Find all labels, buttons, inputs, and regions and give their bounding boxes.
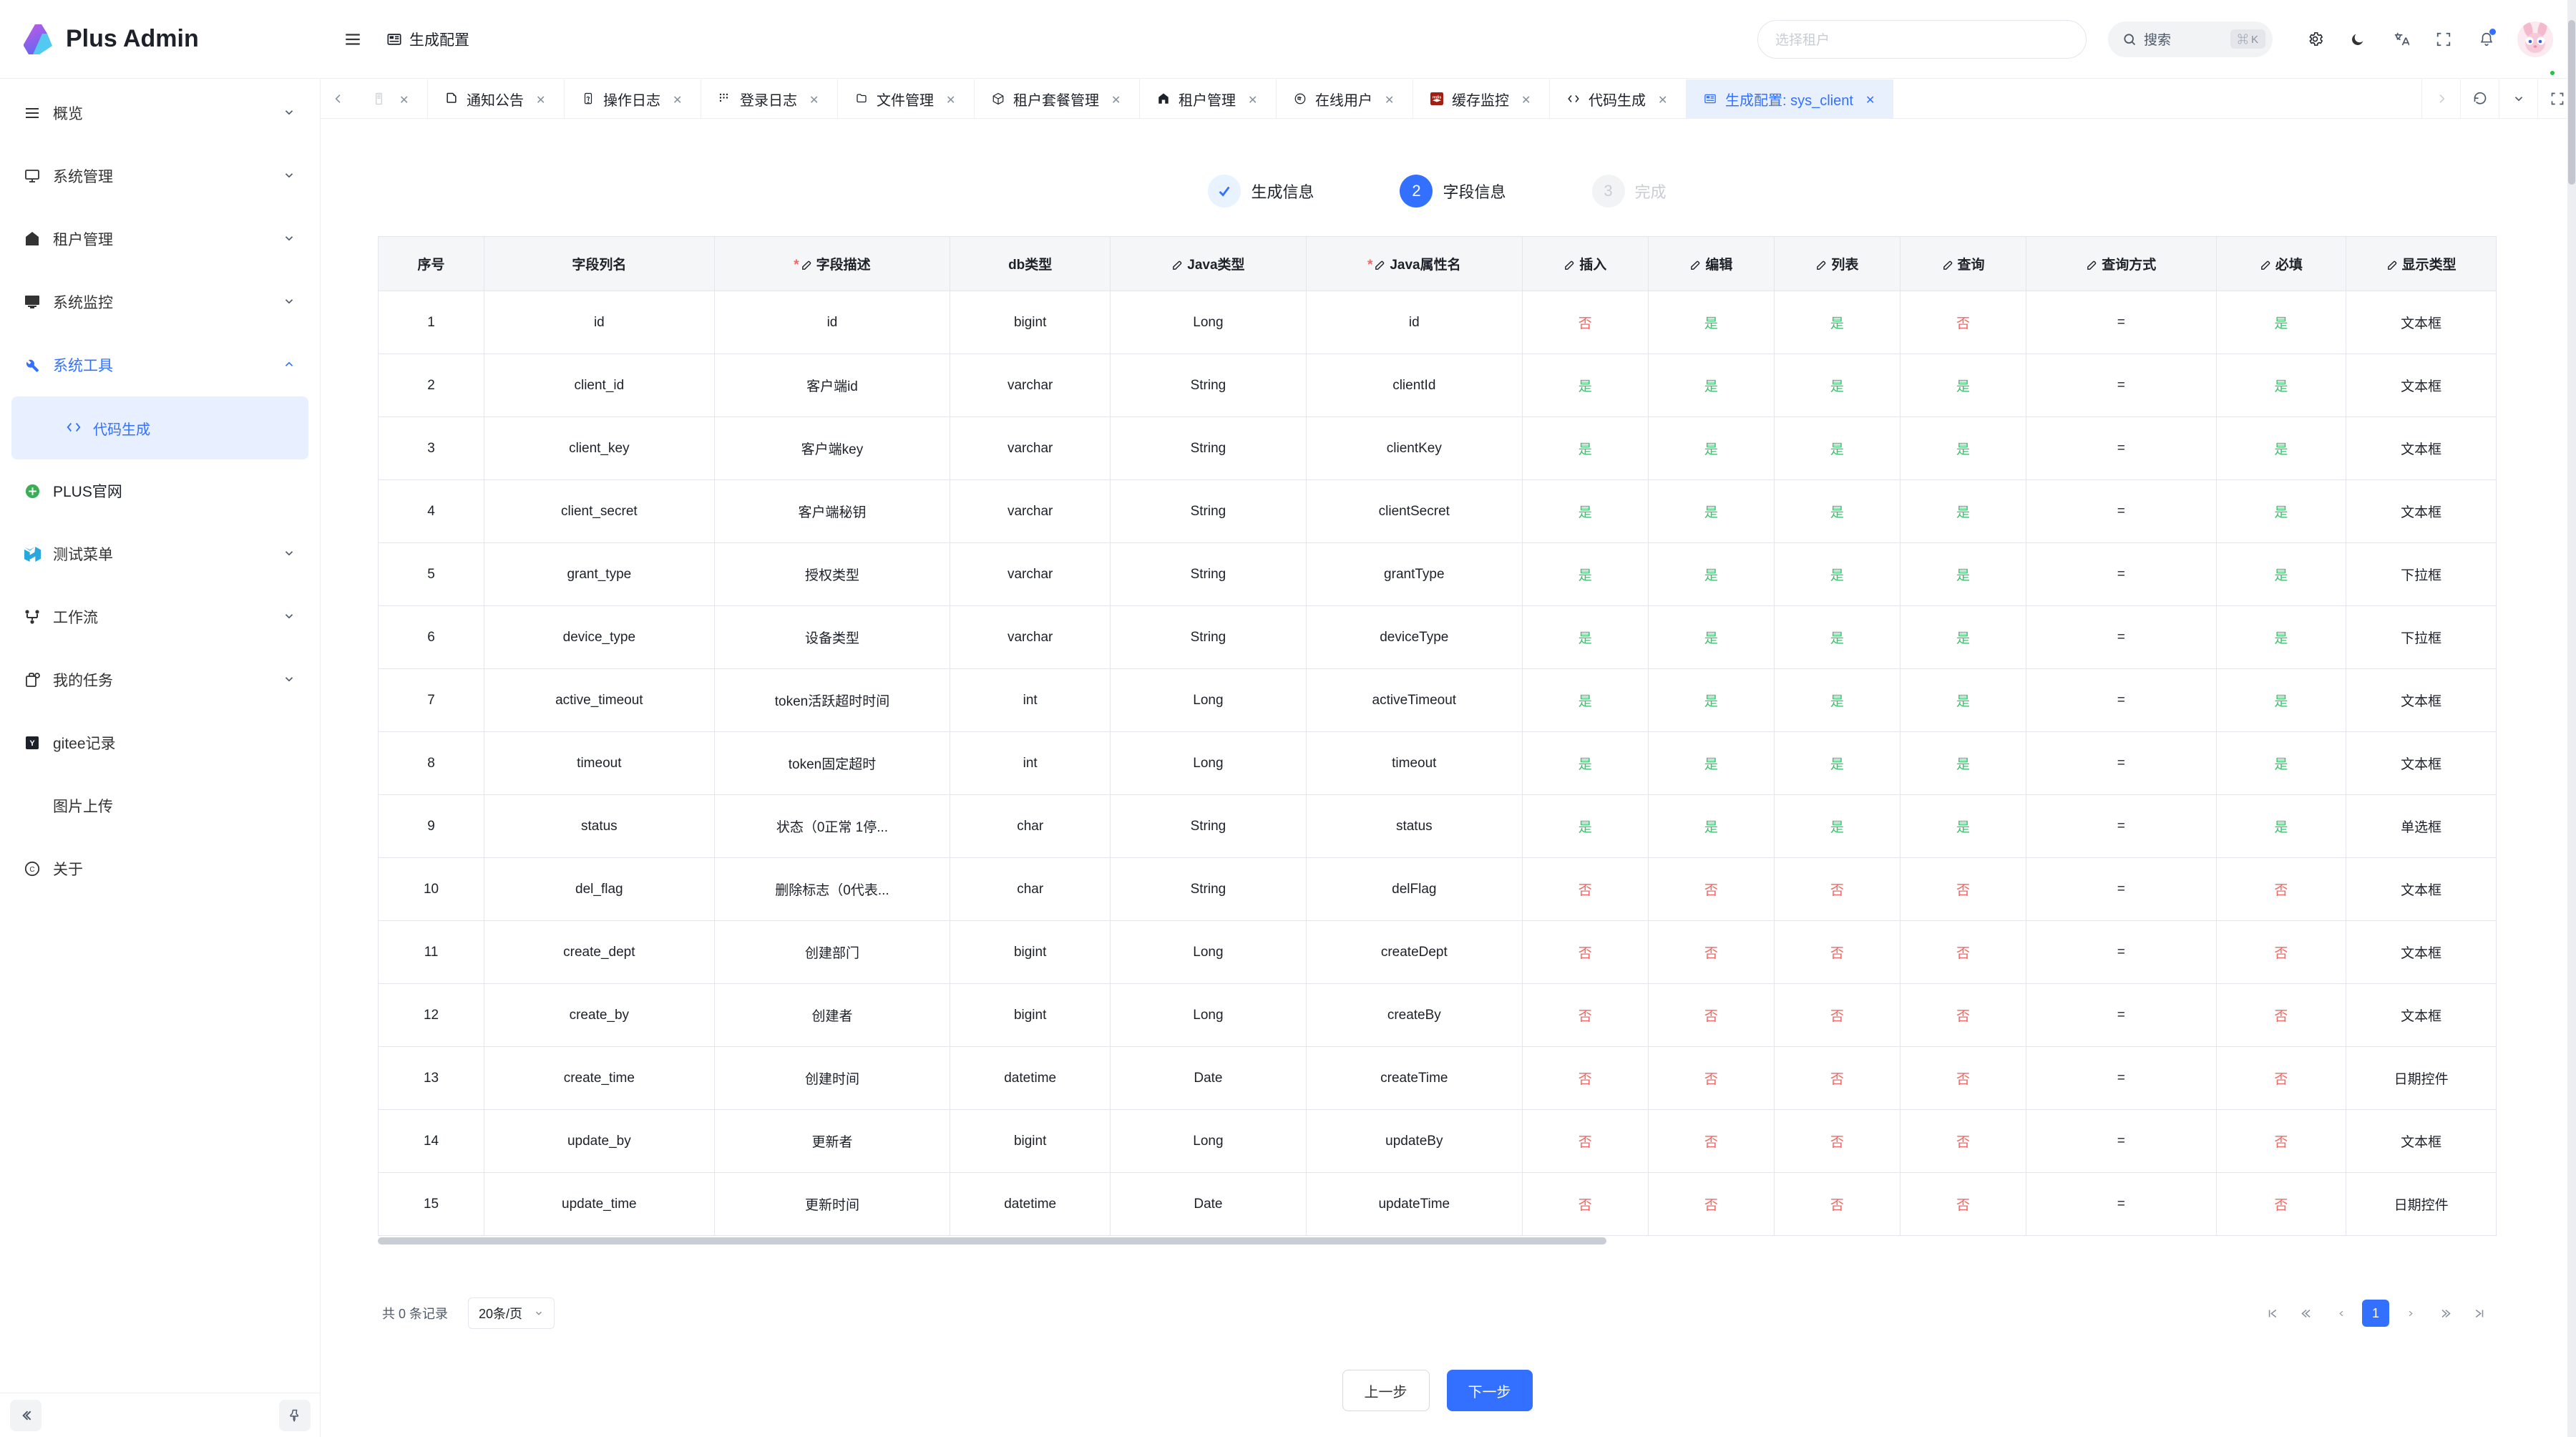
svg-text:C: C [29, 866, 34, 874]
svg-text:T: T [1298, 97, 1302, 102]
svg-text:Y: Y [29, 739, 35, 748]
